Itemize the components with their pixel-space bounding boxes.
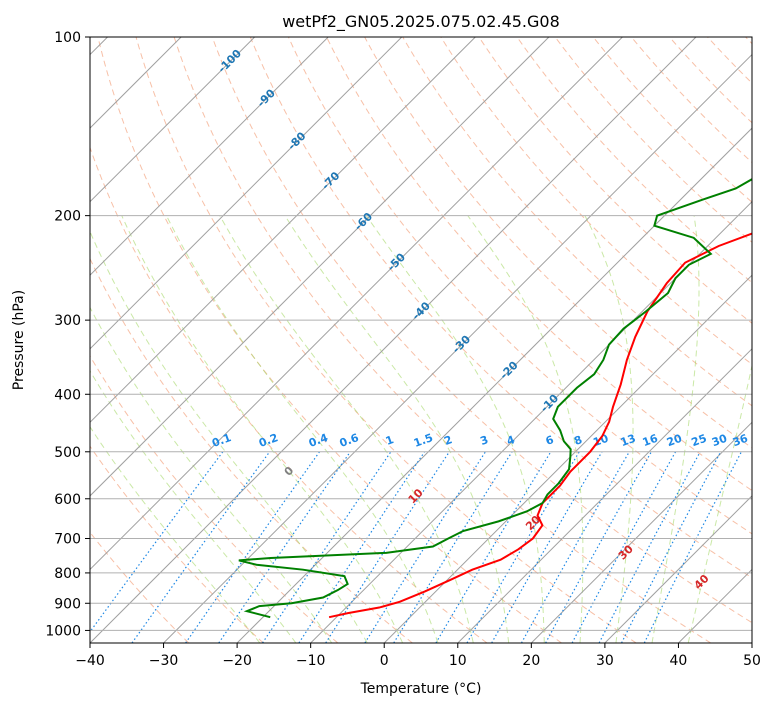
mixing-ratio-label: 20 (665, 432, 684, 450)
dry-adiabat (90, 445, 264, 643)
dry-adiabat (135, 37, 637, 643)
x-axis-ticks: −40 −30 −20 −10 0 10 20 30 40 50 (75, 643, 761, 669)
dry-adiabat (249, 37, 752, 579)
dry-adiabat (402, 37, 752, 407)
y-tick-label: 200 (54, 209, 81, 225)
mixing-ratio-line (325, 451, 450, 643)
isotherm (90, 37, 697, 643)
mixing-ratio-line (466, 451, 580, 643)
mixing-ratio-line (185, 451, 321, 643)
x-tick-label: 10 (449, 653, 467, 669)
mixing-ratio-line (491, 451, 603, 643)
y-tick-label: 1000 (45, 623, 81, 639)
dry-adiabat (287, 37, 752, 535)
x-tick-label: −30 (149, 653, 179, 669)
mixing-ratio-line (520, 451, 630, 643)
y-axis-ticks: 100 200 300 400 500 600 700 800 900 1000 (45, 30, 90, 639)
dry-adiabat (173, 37, 712, 643)
mixing-ratio-label: 36 (731, 432, 750, 450)
isotherm (90, 37, 329, 276)
x-tick-label: 20 (522, 653, 540, 669)
y-tick-label: 400 (54, 387, 81, 403)
isotherm (90, 37, 256, 203)
mixing-ratio-line (131, 451, 271, 643)
isotherm (90, 37, 476, 424)
mixing-ratio-label: 1.5 (412, 431, 435, 450)
isotherm (530, 421, 752, 643)
isotherm (90, 37, 550, 497)
moist-adiabat (166, 215, 439, 643)
y-tick-label: 100 (54, 30, 81, 46)
pressure-gridlines (90, 37, 752, 631)
mixing-ratio-label: 4 (505, 433, 517, 448)
isotherm (163, 53, 752, 643)
isotherms (90, 37, 752, 643)
mixing-ratio-label: 0.6 (338, 431, 361, 450)
x-tick-label: −10 (296, 653, 326, 669)
dry-adiabat (592, 37, 752, 203)
dry-adiabat (97, 37, 562, 643)
isotherm (90, 37, 403, 350)
isotherm (457, 348, 752, 643)
moist-adiabat (219, 215, 474, 643)
moist-adiabat (651, 215, 700, 643)
y-tick-label: 700 (54, 532, 81, 548)
mixing-ratio-label: 6 (544, 433, 556, 448)
isotherm (383, 274, 752, 643)
x-tick-label: −40 (75, 653, 105, 669)
mixing-ratio-label: 1 (384, 433, 396, 448)
y-tick-label: 600 (54, 492, 81, 508)
y-tick-label: 300 (54, 313, 81, 329)
y-tick-label: 800 (54, 566, 81, 582)
dry-adiabat (326, 37, 752, 492)
x-tick-label: 50 (743, 653, 761, 669)
x-tick-label: −20 (222, 653, 252, 669)
chart-title: wetPf2_GN05.2025.075.02.45.G08 (282, 12, 560, 32)
y-tick-label: 900 (54, 596, 81, 612)
mixing-ratio-label: 13 (619, 432, 638, 449)
mixing-ratio-label: 0.4 (307, 431, 330, 450)
dry-adiabat (90, 257, 413, 643)
mixing-ratio-label: 0.1 (210, 431, 233, 450)
x-tick-label: 40 (670, 653, 688, 669)
plot-frame (89, 36, 753, 644)
mixing-ratio-label: 0.2 (257, 431, 280, 450)
moist-adiabat (90, 369, 297, 643)
mixing-ratio-label: 2 (442, 433, 454, 448)
mixing-ratio-line (571, 451, 677, 643)
moist-adiabat (90, 425, 261, 643)
dry-adiabat (211, 37, 752, 624)
x-tick-label: 0 (380, 653, 389, 669)
isotherm (90, 37, 623, 571)
mixing-ratio-line (218, 451, 351, 643)
mixing-ratio-lines (90, 451, 742, 643)
isotherm (604, 495, 752, 643)
mixing-ratio-label: 30 (710, 432, 729, 450)
mixing-ratio-label: 8 (572, 433, 584, 448)
x-tick-label: 30 (596, 653, 614, 669)
mixing-ratio-line (393, 451, 513, 643)
mixing-ratio-label: 3 (478, 433, 490, 448)
mixing-ratio-line (545, 451, 652, 643)
moist-adiabat (467, 215, 584, 643)
moist-adiabat (90, 230, 368, 643)
mixing-ratio-line (435, 451, 552, 643)
x-axis-label: Temperature (°C) (360, 681, 482, 697)
moist-adiabat (284, 215, 510, 643)
dry-adiabat (478, 37, 752, 324)
y-axis-label: Pressure (hPa) (11, 290, 27, 390)
temperature-line (328, 232, 752, 619)
isotherm (236, 127, 752, 643)
dewpoint-line (238, 178, 752, 619)
dry-adiabat (630, 37, 752, 164)
y-tick-label: 500 (54, 445, 81, 461)
mixing-ratio-label: 16 (641, 432, 660, 450)
moist-adiabat (90, 306, 333, 643)
mixing-ratio-label: 25 (690, 432, 709, 449)
